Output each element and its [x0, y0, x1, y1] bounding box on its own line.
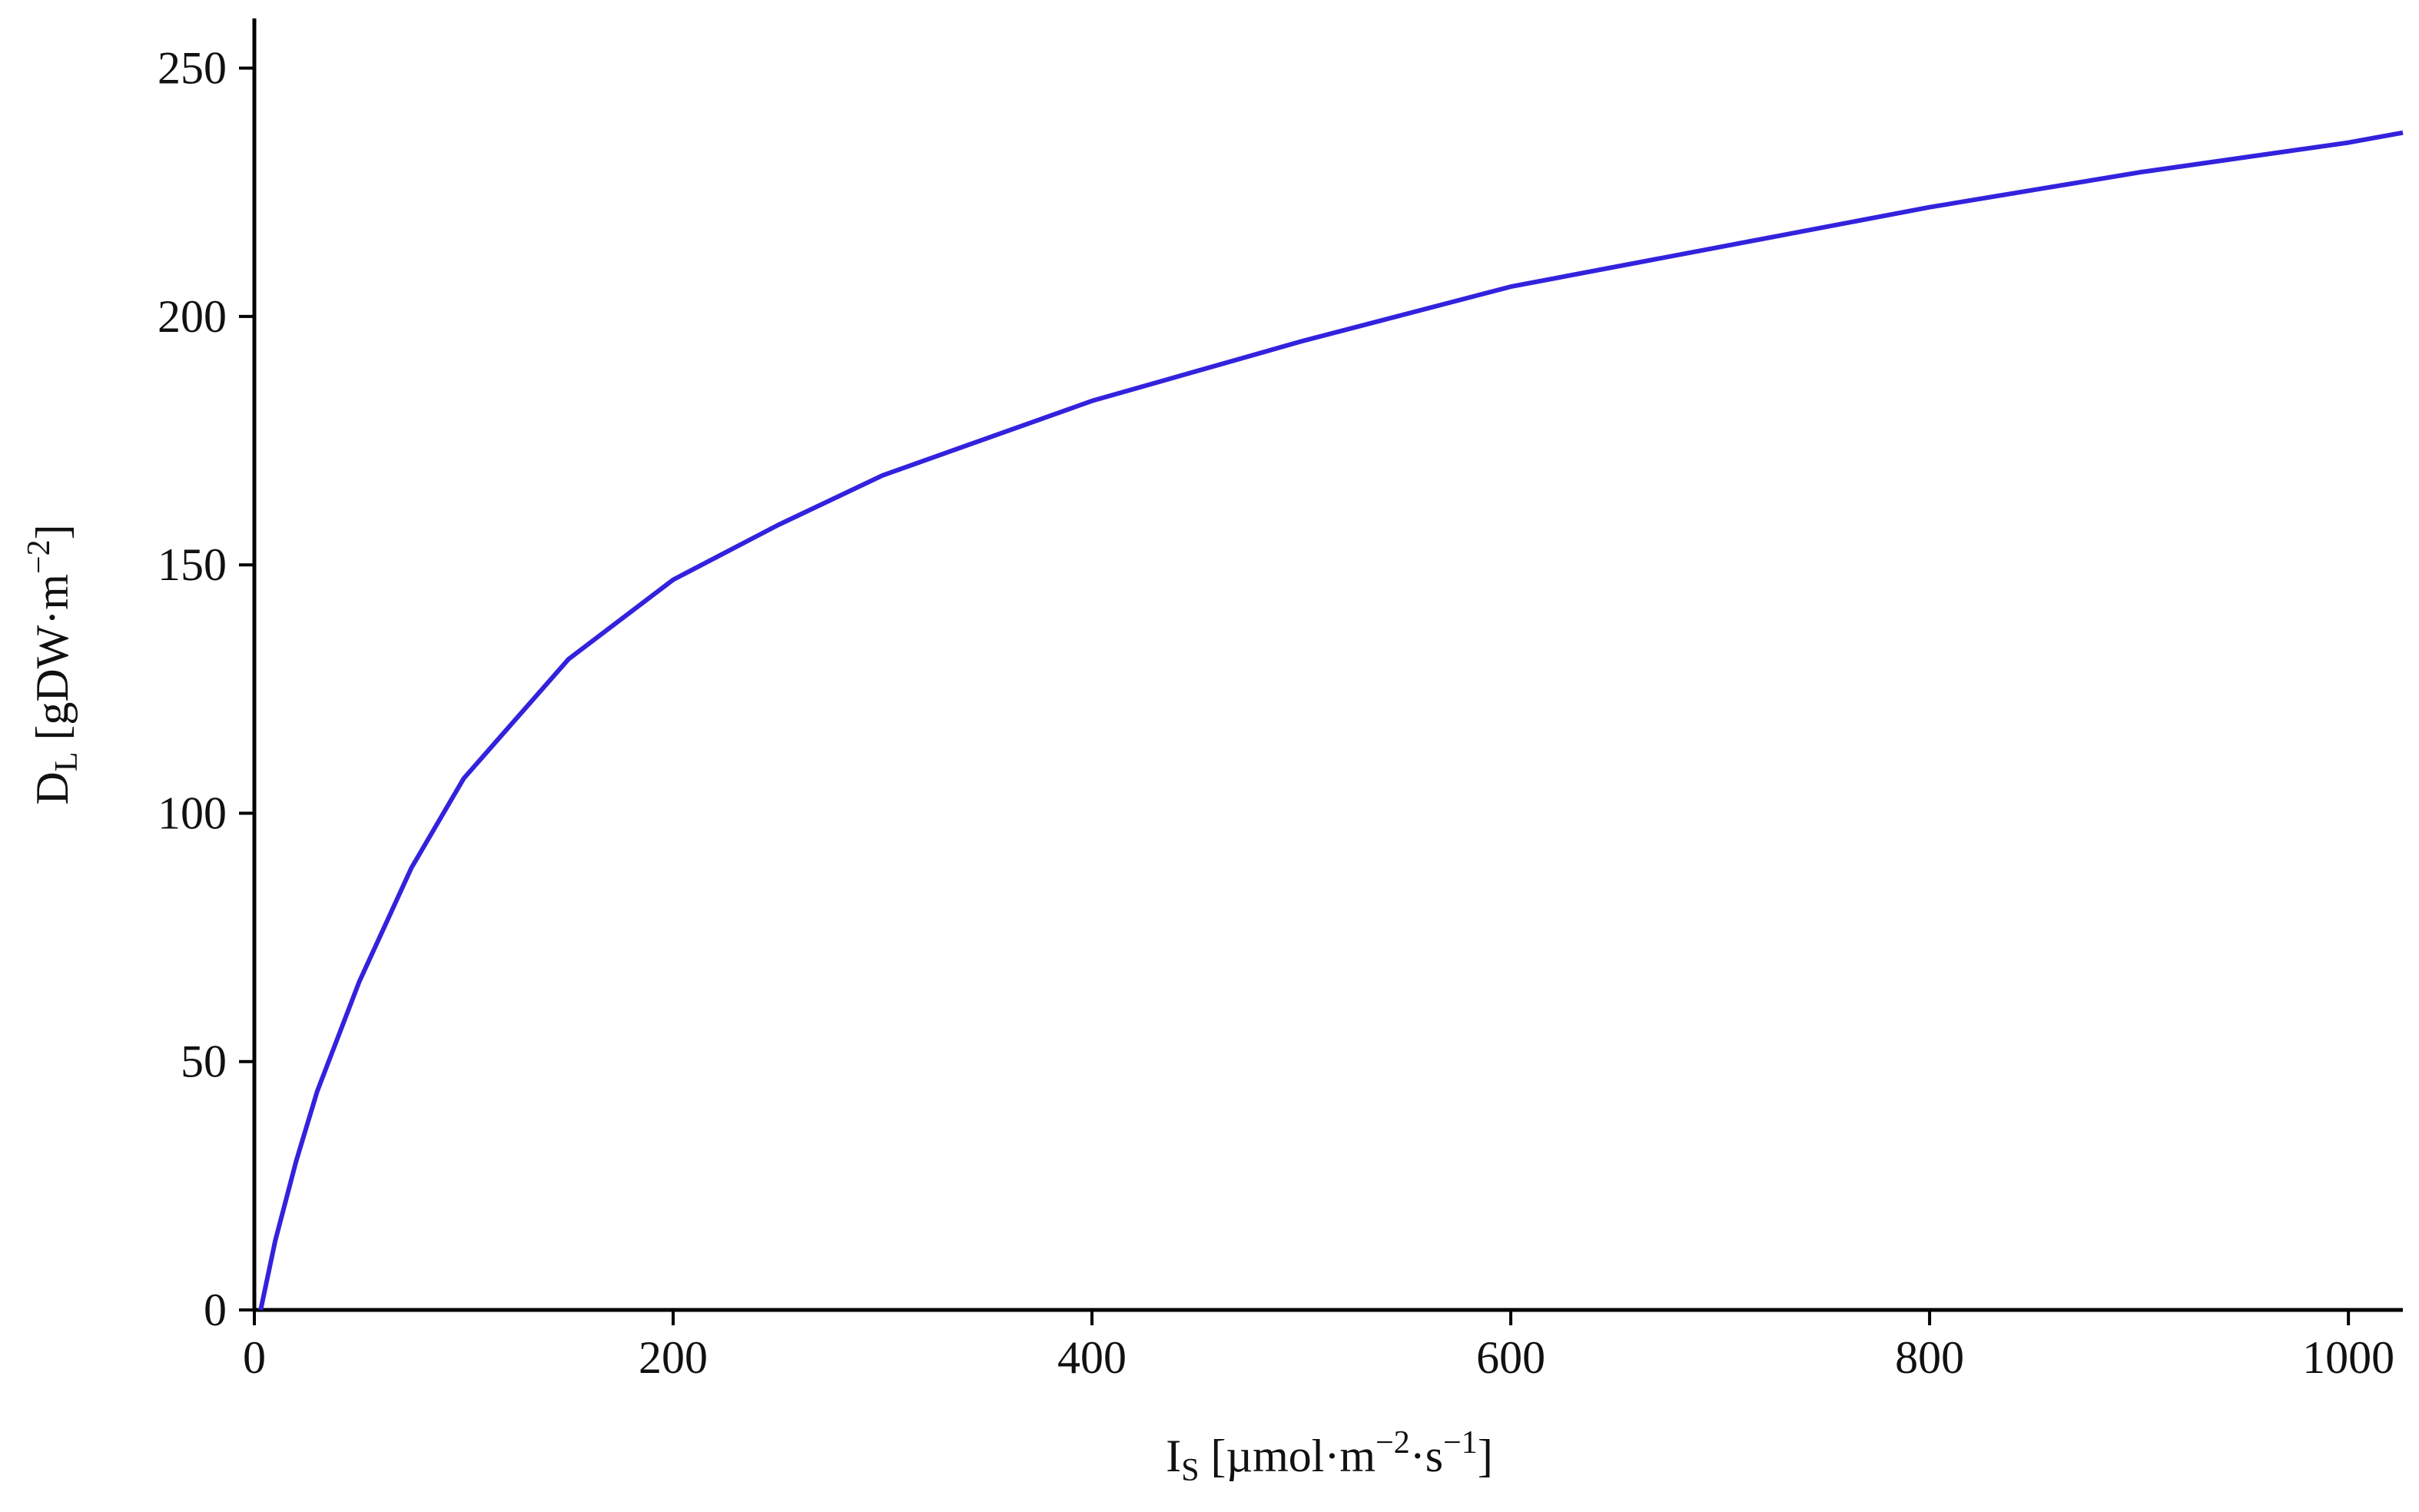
x-tick-label: 800 [1895, 1332, 1964, 1383]
y-tick-label: 250 [158, 43, 227, 94]
x-axis-label: IS [µmol·m−2·s−1] [1166, 1425, 1493, 1488]
y-tick-label: 0 [204, 1285, 227, 1335]
y-tick-label: 200 [158, 291, 227, 342]
y-axis-label: DL [gDW·m−2] [22, 524, 85, 804]
x-tick-label: 400 [1057, 1332, 1127, 1383]
y-tick-label: 50 [181, 1036, 227, 1087]
x-tick-label: 600 [1476, 1332, 1545, 1383]
x-tick-label: 200 [639, 1332, 708, 1383]
y-tick-label: 150 [158, 539, 227, 590]
data-line [258, 130, 2404, 1311]
y-tick-label: 100 [158, 788, 227, 838]
x-tick-label: 0 [243, 1332, 266, 1383]
x-tick-label: 1000 [2302, 1332, 2394, 1383]
